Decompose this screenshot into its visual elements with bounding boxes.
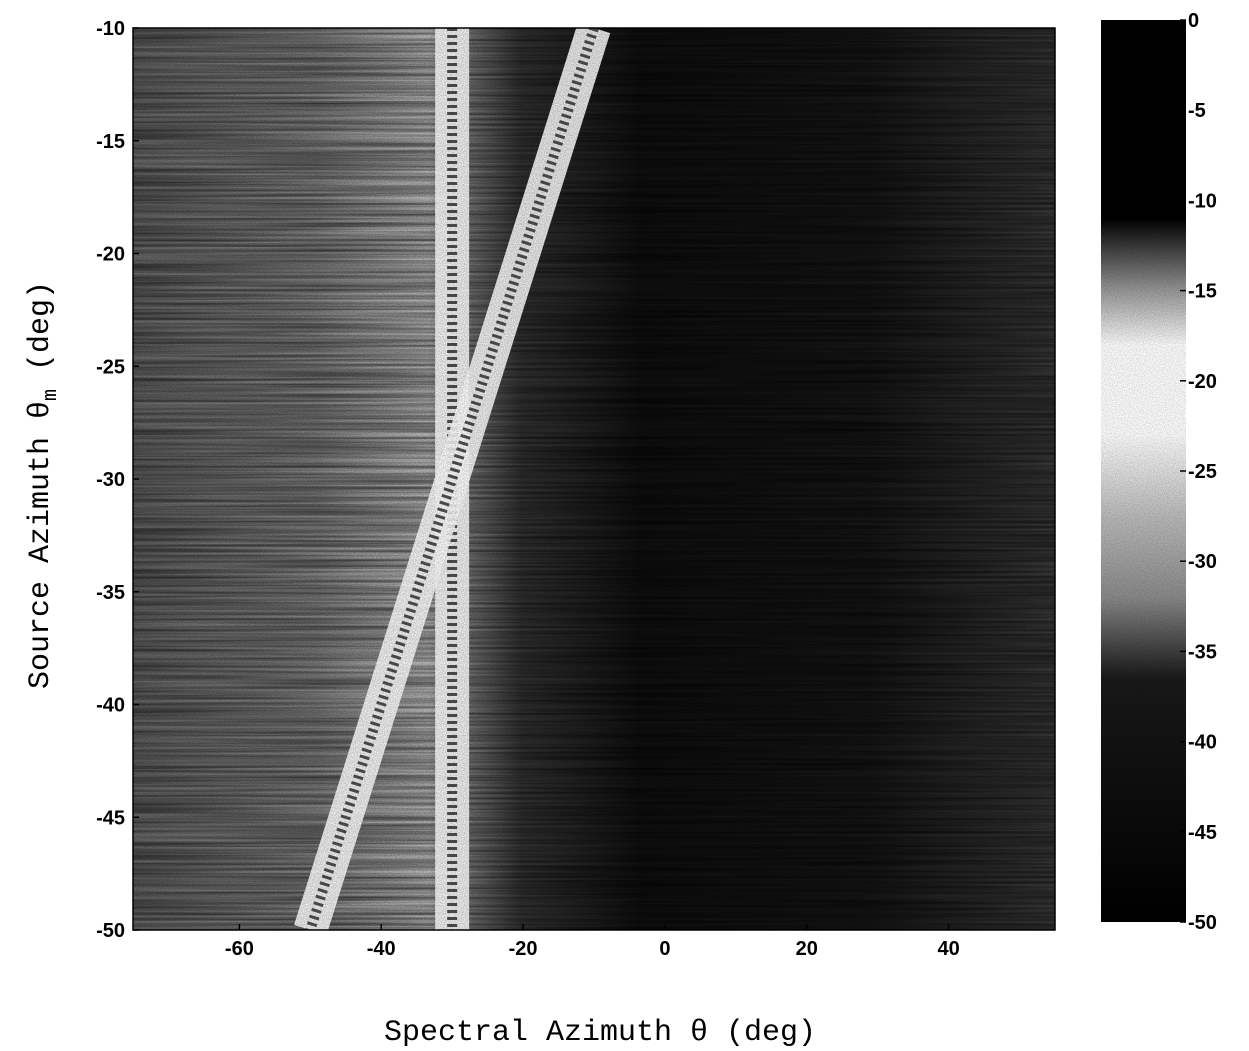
y-axis-ticks: -10 -15 -20 -25 -30 -35 -40 -45 -50 bbox=[96, 18, 139, 942]
colorbar: 0 -5 -10 -15 -20 -25 -30 -35 -40 -45 -50 bbox=[1101, 10, 1217, 934]
colorbar-tick-label: -30 bbox=[1188, 551, 1217, 573]
heatmap-plot-area bbox=[133, 28, 1055, 930]
colorbar-tick-label: -5 bbox=[1188, 100, 1206, 122]
x-tick-label: 0 bbox=[659, 938, 670, 960]
x-tick-label: -60 bbox=[225, 938, 254, 960]
y-tick-label: -45 bbox=[96, 807, 125, 829]
colorbar-speckle bbox=[1101, 20, 1186, 922]
colorbar-tick-label: -25 bbox=[1188, 461, 1217, 483]
x-tick-label: -40 bbox=[367, 938, 396, 960]
y-tick-label: -10 bbox=[96, 18, 125, 40]
colorbar-tick-label: -15 bbox=[1188, 281, 1217, 303]
y-tick-label: -35 bbox=[96, 582, 125, 604]
y-tick-label: -20 bbox=[96, 244, 125, 266]
y-axis-label-unit: (deg) bbox=[24, 281, 58, 371]
colorbar-ticks: 0 -5 -10 -15 -20 -25 -30 -35 -40 -45 -50 bbox=[1180, 10, 1217, 934]
y-tick-label: -15 bbox=[96, 131, 125, 153]
colorbar-tick-label: 0 bbox=[1188, 10, 1199, 32]
y-axis-label: Source Azimuth θm (deg) bbox=[24, 281, 63, 689]
y-tick-label: -25 bbox=[96, 356, 125, 378]
x-axis-ticks: -60 -40 -20 0 20 40 bbox=[225, 924, 960, 960]
x-tick-label: 20 bbox=[796, 938, 818, 960]
x-tick-label: 40 bbox=[937, 938, 959, 960]
y-axis-label-subscript: m bbox=[40, 389, 63, 401]
x-axis-label: Spectral Azimuth θ (deg) bbox=[384, 1016, 816, 1050]
colorbar-tick-label: -40 bbox=[1188, 732, 1217, 754]
y-axis-label-main: Source Azimuth θ bbox=[24, 401, 58, 689]
colorbar-tick-label: -50 bbox=[1188, 912, 1217, 934]
colorbar-tick-label: -20 bbox=[1188, 371, 1217, 393]
heatmap-speckle bbox=[133, 28, 1055, 930]
colorbar-tick-label: -45 bbox=[1188, 822, 1217, 844]
y-tick-label: -40 bbox=[96, 695, 125, 717]
colorbar-tick-label: -35 bbox=[1188, 641, 1217, 663]
colorbar-tick-label: -10 bbox=[1188, 190, 1217, 212]
x-tick-label: -20 bbox=[509, 938, 538, 960]
y-tick-label: -50 bbox=[96, 920, 125, 942]
y-tick-label: -30 bbox=[96, 469, 125, 491]
